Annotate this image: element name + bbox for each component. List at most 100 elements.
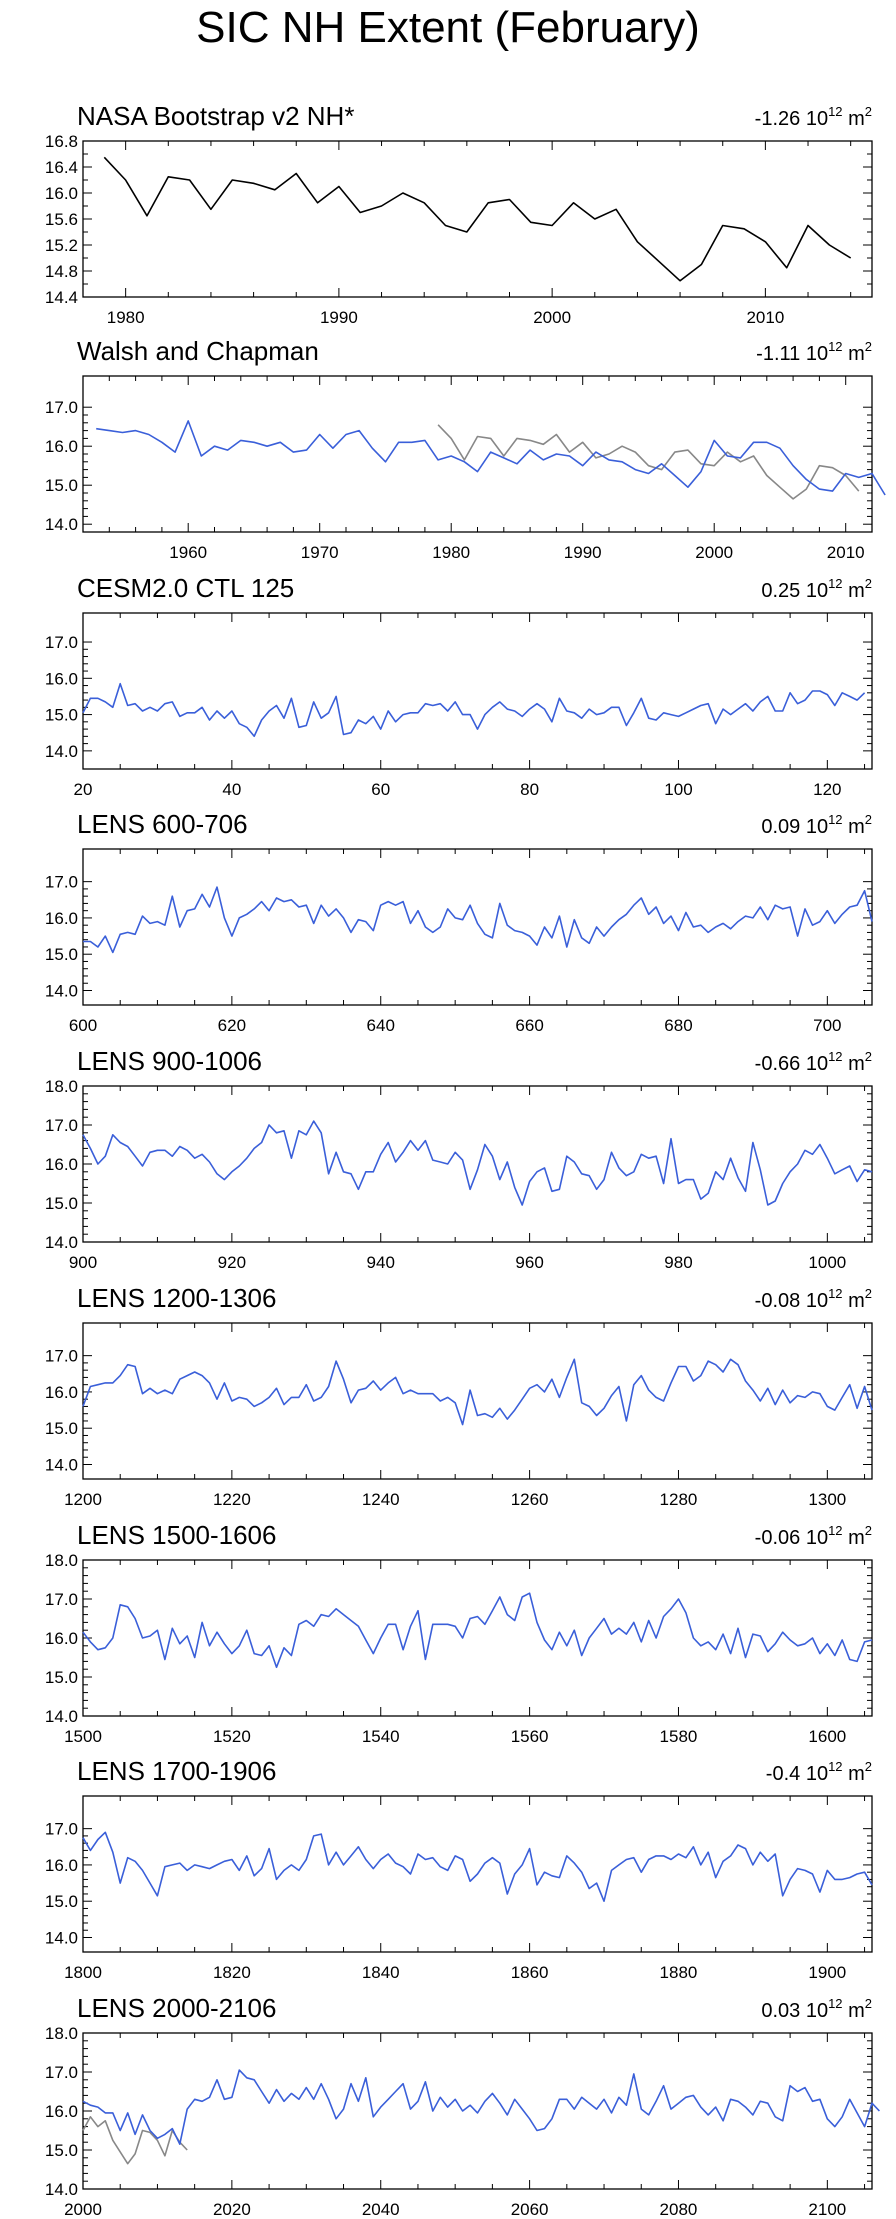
y-tick-label: 15.2	[45, 236, 78, 255]
trend-unit-area-exponent: 2	[865, 1286, 872, 1301]
trend-label: 0.25 1012 m2	[761, 576, 872, 602]
chart-panel: Walsh and Chapman -1.11 1012 m2 14.0 15.0 16…	[45, 336, 886, 562]
trend-label: -0.66 1012 m2	[755, 1049, 872, 1075]
x-tick-label: 20	[74, 780, 93, 799]
trend-unit-area-exponent: 2	[865, 1996, 872, 2011]
x-tick-label: 1300	[808, 1490, 846, 1509]
y-tick-label: 15.0	[45, 1194, 78, 1213]
y-tick-label: 18.0	[45, 1077, 78, 1096]
trend-value: -0.08	[755, 1290, 801, 1312]
x-tick-label: 660	[515, 1016, 543, 1035]
trend-value: 0.25	[761, 580, 800, 602]
x-tick-label: 1200	[64, 1490, 102, 1509]
y-tick-label: 16.0	[45, 1629, 78, 1648]
x-tick-label: 1600	[808, 1727, 846, 1746]
chart-panel: LENS 1700-1906 -0.4 1012 m2 14.0 15.0 16.0 17…	[45, 1756, 873, 1982]
y-tick-label: 18.0	[45, 1551, 78, 1570]
trend-unit-base: 10	[800, 1053, 828, 1075]
y-tick-label: 16.8	[45, 132, 78, 151]
x-tick-label: 2010	[746, 308, 784, 327]
x-tick-label: 1980	[432, 543, 470, 562]
plot-frame	[82, 1559, 873, 1717]
x-tick-label: 1280	[660, 1490, 698, 1509]
series-line-obs	[103, 156, 852, 282]
trend-unit-base: 10	[800, 343, 828, 365]
y-tick-label: 16.0	[45, 1383, 78, 1402]
panel-title: LENS 1500-1606	[77, 1520, 276, 1550]
x-tick-label: 2100	[808, 2200, 846, 2219]
x-tick-label: 1960	[169, 543, 207, 562]
trend-unit-exponent: 12	[828, 1759, 842, 1774]
x-tick-label: 1500	[64, 1727, 102, 1746]
trend-unit-exponent: 12	[828, 1286, 842, 1301]
x-tick-label: 2080	[660, 2200, 698, 2219]
panel-title: NASA Bootstrap v2 NH*	[77, 101, 354, 131]
x-tick-label: 120	[813, 780, 841, 799]
y-tick-label: 16.4	[45, 158, 78, 177]
x-tick-label: 1900	[808, 1963, 846, 1982]
series-line-model	[82, 2069, 880, 2145]
series-line-walsh	[437, 424, 860, 500]
x-tick-label: 620	[218, 1016, 246, 1035]
y-tick-label: 16.0	[45, 1856, 78, 1875]
y-tick-label: 14.0	[45, 981, 78, 1000]
y-tick-label: 15.0	[45, 1419, 78, 1438]
trend-unit-base: 10	[800, 1290, 828, 1312]
y-tick-label: 14.0	[45, 742, 78, 761]
chart-panel: LENS 600-706 0.09 1012 m2 14.0 15.0 16.0 17.0…	[45, 809, 873, 1035]
x-tick-label: 600	[69, 1016, 97, 1035]
y-tick-label: 17.0	[45, 633, 78, 652]
y-tick-label: 16.0	[45, 669, 78, 688]
y-tick-label: 15.0	[45, 1668, 78, 1687]
x-tick-label: 1990	[320, 308, 358, 327]
trend-unit-base: 10	[800, 816, 828, 838]
trend-unit-area-exponent: 2	[865, 576, 872, 591]
trend-unit-area: m	[843, 108, 865, 130]
y-tick-label: 14.0	[45, 1233, 78, 1252]
trend-value: -0.66	[755, 1053, 801, 1075]
y-tick-label: 14.0	[45, 1707, 78, 1726]
x-tick-label: 1820	[213, 1963, 251, 1982]
plot-frame	[82, 1322, 873, 1480]
trend-unit-area-exponent: 2	[865, 104, 872, 119]
trend-unit-area-exponent: 2	[865, 812, 872, 827]
plot-frame	[82, 140, 873, 298]
y-tick-label: 15.6	[45, 210, 78, 229]
x-tick-label: 1880	[660, 1963, 698, 1982]
series-line-model	[82, 1120, 873, 1206]
trend-unit-area: m	[843, 1290, 865, 1312]
y-tick-label: 15.0	[45, 1892, 78, 1911]
y-tick-label: 14.0	[45, 515, 78, 534]
trend-unit-area-exponent: 2	[865, 1049, 872, 1064]
x-tick-label: 900	[69, 1253, 97, 1272]
y-tick-label: 15.0	[45, 2141, 78, 2160]
trend-label: 0.09 1012 m2	[761, 812, 872, 838]
trend-value: -1.26	[755, 108, 801, 130]
trend-unit-exponent: 12	[828, 576, 842, 591]
panel-title: LENS 2000-2106	[77, 1993, 276, 2023]
trend-unit-exponent: 12	[828, 1996, 842, 2011]
x-tick-label: 680	[664, 1016, 692, 1035]
plot-frame	[82, 612, 873, 770]
y-tick-label: 14.0	[45, 1455, 78, 1474]
trend-unit-base: 10	[800, 2000, 828, 2022]
x-tick-label: 40	[222, 780, 241, 799]
series-line-model	[82, 1358, 873, 1426]
trend-label: 0.03 1012 m2	[761, 1996, 872, 2022]
trend-value: -0.4	[766, 1763, 800, 1785]
trend-unit-area: m	[843, 343, 865, 365]
x-tick-label: 2000	[695, 543, 733, 562]
y-tick-label: 14.0	[45, 1928, 78, 1947]
x-tick-label: 2040	[362, 2200, 400, 2219]
y-tick-label: 17.0	[45, 1590, 78, 1609]
y-tick-label: 17.0	[45, 398, 78, 417]
x-tick-label: 1240	[362, 1490, 400, 1509]
plot-frame	[82, 848, 873, 1006]
x-tick-label: 2060	[511, 2200, 549, 2219]
trend-unit-base: 10	[800, 1527, 828, 1549]
trend-unit-area: m	[843, 1763, 865, 1785]
series-line-walsh	[82, 2116, 188, 2165]
panels: NASA Bootstrap v2 NH* -1.26 1012 m214.414…	[45, 101, 886, 2219]
x-tick-label: 960	[515, 1253, 543, 1272]
